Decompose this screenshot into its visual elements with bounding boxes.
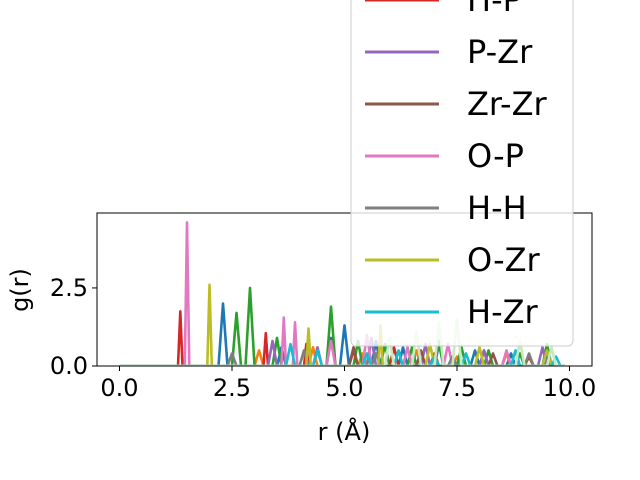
legend-label: P-Zr — [467, 33, 533, 71]
x-tick-label: 0.0 — [100, 374, 138, 402]
y-axis: 0.0 2.5 — [50, 274, 97, 380]
x-axis: 0.0 2.5 5.0 7.5 10.0 — [100, 366, 596, 402]
x-tick-label: 10.0 — [543, 374, 596, 402]
legend-label: O-Zr — [467, 241, 541, 279]
legend-label: H-Zr — [467, 293, 539, 331]
x-axis-label: r (Å) — [318, 417, 371, 446]
series-lines — [119, 221, 565, 366]
legend-label: H-P — [467, 0, 522, 19]
x-tick-label: 2.5 — [213, 374, 251, 402]
series-line-9 — [119, 342, 565, 366]
y-tick-label: 2.5 — [50, 274, 88, 302]
y-axis-label: g(r) — [6, 268, 34, 312]
legend-label: H-H — [467, 189, 527, 227]
legend-label: Zr-Zr — [467, 85, 548, 123]
x-tick-label: 5.0 — [325, 374, 363, 402]
series-line-7 — [119, 349, 565, 366]
x-tick-label: 7.5 — [438, 374, 476, 402]
y-tick-label: 0.0 — [50, 352, 88, 380]
legend: H-P P-Zr Zr-Zr O-P H-H O-Zr H-Zr — [350, 0, 574, 347]
legend-label: O-P — [467, 137, 524, 175]
series-line-5 — [119, 345, 565, 366]
